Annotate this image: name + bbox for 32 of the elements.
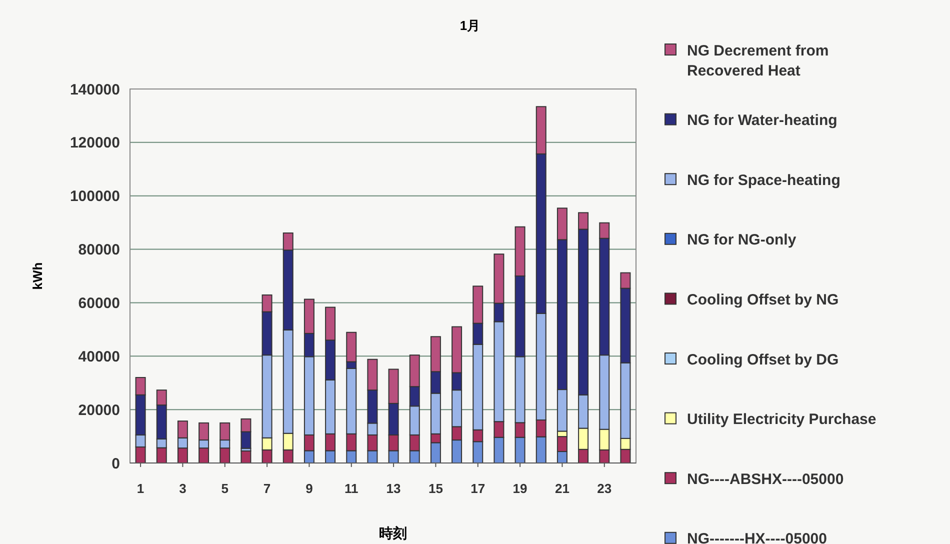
legend-label: NG Decrement from Recovered Heat (687, 42, 829, 80)
x-tick-label: 9 (306, 481, 313, 496)
legend-label: Cooling Offset by NG (687, 291, 839, 308)
x-axis-title: 時刻 (379, 525, 407, 541)
legend-label: NG-------HX----05000 (687, 530, 827, 544)
legend-label: NG for NG-only (687, 232, 797, 249)
x-tick-label: 3 (179, 481, 186, 496)
x-tick-label: 17 (470, 481, 486, 496)
y-tick-label: 40000 (78, 348, 120, 366)
y-tick-label: 100000 (70, 188, 120, 206)
legend-label: NG for Water-heating (687, 112, 838, 130)
legend-label: Cooling Offset by DG (687, 351, 839, 368)
x-tick-label: 15 (428, 481, 443, 496)
y-tick-label: 120000 (70, 134, 120, 152)
x-tick-label: 19 (512, 481, 528, 496)
legend-label: NG----ABSHX----05000 (687, 470, 844, 488)
y-axis-title: kWh (30, 262, 45, 290)
x-tick-label: 1 (136, 481, 144, 496)
x-tick-label: 23 (597, 481, 612, 496)
y-tick-label: 0 (112, 455, 120, 472)
legend-label: Utility Electricity Purchase (687, 411, 876, 428)
y-tick-label: 60000 (78, 294, 120, 312)
x-tick-label: 7 (263, 481, 271, 496)
x-tick-label: 21 (554, 481, 570, 496)
x-tick-label: 13 (386, 481, 401, 496)
chart-title: 1月 (460, 18, 480, 33)
y-tick-label: 140000 (70, 81, 120, 98)
legend-label: NG for Space-heating (687, 172, 840, 189)
x-tick-label: 11 (344, 481, 358, 496)
y-tick-label: 80000 (78, 242, 120, 259)
x-tick-label: 5 (221, 481, 228, 496)
y-tick-label: 20000 (78, 402, 120, 419)
